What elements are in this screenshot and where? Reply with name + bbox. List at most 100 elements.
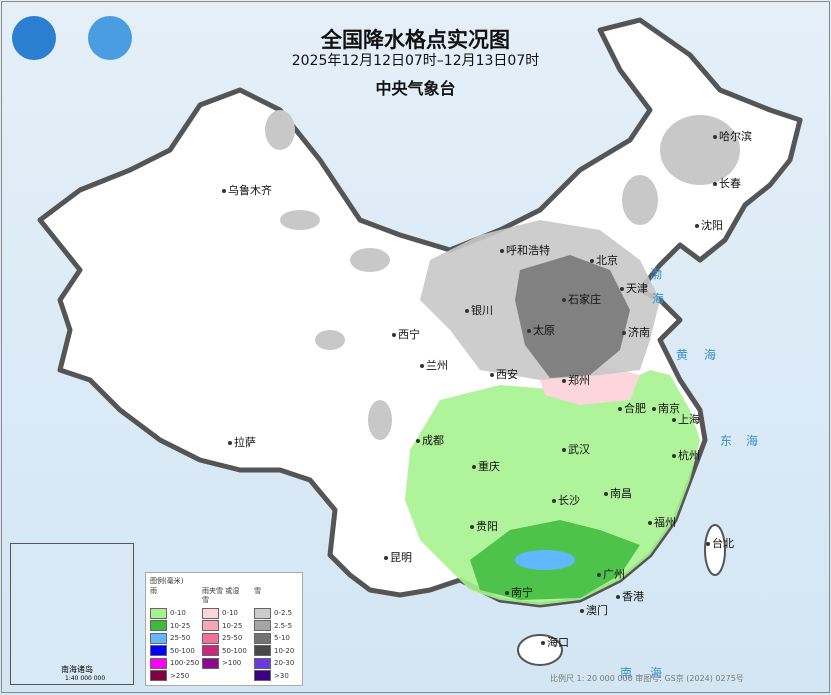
legend-swatch (202, 657, 219, 669)
legend-rain-label: 雨 (150, 587, 157, 595)
legend-range: 10-25 (222, 621, 243, 630)
city-label: 郑州 (562, 372, 590, 388)
legend-item: 25-50 (202, 632, 247, 645)
legend-item: 50-100 (202, 645, 247, 658)
legend-range: 0-10 (170, 609, 186, 618)
city-label: 香港 (616, 588, 644, 604)
sea-label: 南 (620, 666, 633, 680)
sea-label: 渤 (650, 267, 663, 281)
legend-range: 5-10 (274, 634, 290, 643)
city-label: 乌鲁木齐 (222, 182, 272, 198)
legend-range: 20-30 (274, 659, 295, 668)
city-label: 福州 (648, 514, 676, 530)
sea-label: 海 (704, 348, 717, 362)
city-label: 长沙 (552, 492, 580, 508)
legend-item: 10-25 (202, 620, 247, 633)
legend-range: 10-25 (170, 621, 191, 630)
map-agency: 中央气象台 (375, 79, 456, 98)
legend-range: >250 (170, 671, 190, 680)
legend-swatch (202, 620, 219, 632)
sea-label: 黄 (676, 348, 689, 362)
legend-item: 0-10 (202, 607, 247, 620)
legend-range: 10-20 (274, 646, 295, 655)
legend-swatch (254, 657, 271, 669)
city-label: 合肥 (618, 400, 646, 416)
city-label: 南昌 (604, 485, 632, 501)
city-label: 上海 (672, 411, 700, 427)
legend-item: 50-100 (150, 645, 199, 658)
city-label: 澳门 (580, 602, 608, 618)
rain-25-50-area (515, 550, 575, 570)
south-china-sea-inset: 南海诸岛 1:40 000 000 (10, 543, 134, 685)
city-label: 沈阳 (695, 217, 723, 233)
city-label: 银川 (465, 302, 493, 318)
city-label: 天津 (620, 280, 648, 296)
legend-swatch (202, 645, 219, 657)
legend-range: >100 (222, 659, 242, 668)
legend-swatch (150, 607, 167, 619)
legend-swatch (202, 632, 219, 644)
legend-range: 50-100 (222, 646, 247, 655)
legend-item: 2.5-5 (254, 620, 294, 633)
city-label: 广州 (597, 566, 625, 582)
cma-logo (12, 16, 56, 60)
city-label: 拉萨 (228, 434, 256, 450)
inset-title: 南海诸岛 (61, 665, 93, 674)
legend-item: 25-50 (150, 632, 199, 645)
city-label: 西宁 (392, 326, 420, 342)
sea-label: 海 (652, 292, 665, 306)
city-label: 西安 (490, 366, 518, 382)
nmc-logo (88, 16, 132, 60)
legend-snow-label: 雪 (254, 587, 261, 595)
legend-item: 5-10 (254, 632, 294, 645)
legend-swatch (254, 632, 271, 644)
legend-title: 图例(毫米) (150, 577, 184, 585)
legend-range: 0-10 (222, 609, 238, 618)
legend-swatch (150, 620, 167, 632)
legend-swatch (150, 645, 167, 657)
legend: 图例(毫米) 雨 0-10 10-25 25-50 50-100 100-250 >250 … (145, 572, 303, 686)
legend-item: 0-10 (150, 607, 199, 620)
sea-label: 海 (746, 434, 759, 448)
sea-label: 东 (720, 434, 733, 448)
legend-item: 20-30 (254, 657, 294, 670)
legend-swatch (150, 657, 167, 669)
legend-swatch (254, 620, 271, 632)
map-footer: 比例尺 1: 20 000 000 审图号: GS京 (2024) 0275号 (550, 674, 744, 683)
city-label: 海口 (541, 634, 569, 650)
legend-swatch (150, 670, 167, 682)
city-label: 台北 (706, 535, 734, 551)
sea-label: 海 (650, 666, 663, 680)
legend-item: >100 (202, 657, 247, 670)
legend-item: >250 (150, 670, 199, 683)
snow-heavy-area (515, 255, 630, 378)
city-label: 贵阳 (470, 518, 498, 534)
city-label: 兰州 (420, 357, 448, 373)
legend-item: 10-25 (150, 620, 199, 633)
inset-scale: 1:40 000 000 (65, 675, 106, 682)
map-period: 2025年12月12日07时–12月13日07时 (291, 53, 540, 69)
legend-sleet-label: 雨夹雪 或湿雪 (202, 587, 240, 604)
legend-swatch (254, 670, 271, 682)
city-label: 石家庄 (562, 291, 601, 307)
legend-swatch (202, 607, 219, 619)
legend-swatch (150, 632, 167, 644)
city-label: 太原 (527, 322, 555, 338)
legend-range: 100-250 (170, 659, 200, 668)
legend-item: >30 (254, 670, 294, 683)
city-label: 济南 (622, 324, 650, 340)
city-label: 哈尔滨 (713, 128, 752, 144)
legend-item: 100-250 (150, 657, 199, 670)
city-label: 呼和浩特 (500, 242, 550, 258)
city-label: 重庆 (472, 458, 500, 474)
legend-item: 10-20 (254, 645, 294, 658)
legend-item: 0-2.5 (254, 607, 294, 620)
legend-swatch (254, 645, 271, 657)
city-label: 成都 (416, 432, 444, 448)
city-label: 北京 (590, 252, 618, 268)
city-label: 昆明 (384, 549, 412, 565)
legend-range: 25-50 (222, 634, 243, 643)
city-label: 杭州 (672, 447, 700, 463)
legend-range: 25-50 (170, 634, 191, 643)
